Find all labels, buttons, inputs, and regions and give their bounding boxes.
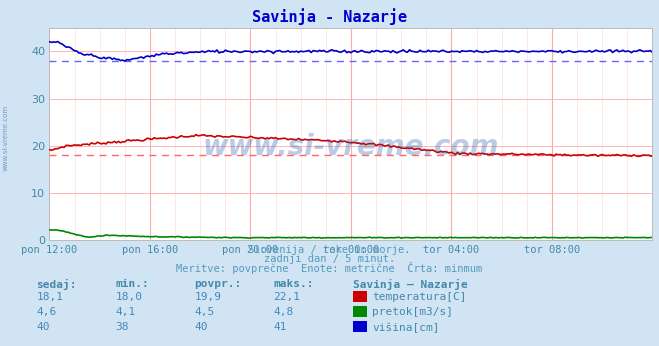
- Text: Meritve: povprečne  Enote: metrične  Črta: minmum: Meritve: povprečne Enote: metrične Črta:…: [177, 262, 482, 274]
- Text: 4,1: 4,1: [115, 307, 136, 317]
- Text: 41: 41: [273, 322, 287, 333]
- Text: www.si-vreme.com: www.si-vreme.com: [2, 105, 9, 172]
- Text: sedaj:: sedaj:: [36, 279, 76, 290]
- Text: 18,0: 18,0: [115, 292, 142, 302]
- Text: 22,1: 22,1: [273, 292, 301, 302]
- Text: Savinja – Nazarje: Savinja – Nazarje: [353, 279, 467, 290]
- Text: 4,6: 4,6: [36, 307, 57, 317]
- Text: 4,8: 4,8: [273, 307, 294, 317]
- Text: višina[cm]: višina[cm]: [372, 322, 440, 333]
- Text: pretok[m3/s]: pretok[m3/s]: [372, 307, 453, 317]
- Text: temperatura[C]: temperatura[C]: [372, 292, 467, 302]
- Text: 40: 40: [36, 322, 49, 333]
- Text: 4,5: 4,5: [194, 307, 215, 317]
- Text: povpr.:: povpr.:: [194, 279, 242, 289]
- Text: 40: 40: [194, 322, 208, 333]
- Text: min.:: min.:: [115, 279, 149, 289]
- Text: Savinja - Nazarje: Savinja - Nazarje: [252, 9, 407, 26]
- Text: Slovenija / reke in morje.: Slovenija / reke in morje.: [248, 245, 411, 255]
- Text: zadnji dan / 5 minut.: zadnji dan / 5 minut.: [264, 254, 395, 264]
- Text: 19,9: 19,9: [194, 292, 221, 302]
- Text: www.si-vreme.com: www.si-vreme.com: [203, 133, 499, 161]
- Text: 18,1: 18,1: [36, 292, 63, 302]
- Text: maks.:: maks.:: [273, 279, 314, 289]
- Text: 38: 38: [115, 322, 129, 333]
